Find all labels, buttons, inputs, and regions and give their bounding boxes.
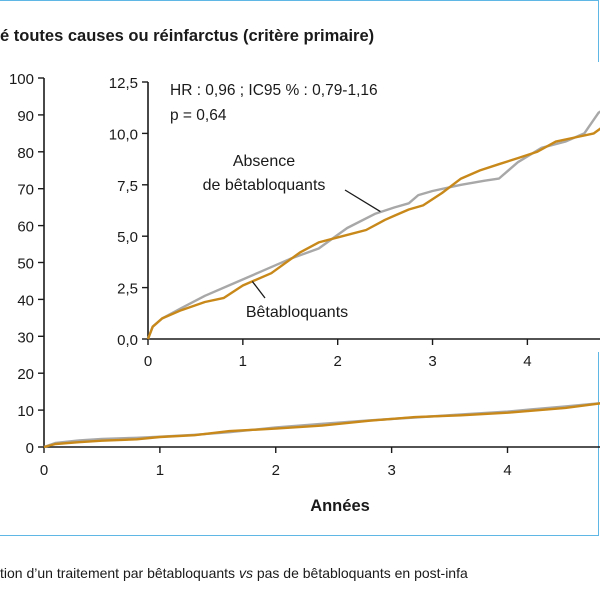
main-series-betabloquants: [43, 402, 600, 449]
main-y-tick-label: 80: [17, 145, 34, 162]
main-x-tick-label: 4: [503, 462, 511, 479]
chart-title: é toutes causes ou réinfarctus (critère …: [0, 27, 375, 45]
main-y-tick-label: 70: [17, 182, 34, 199]
main-y-tick-label: 0: [26, 440, 34, 457]
hr-annotation: HR : 0,96 ; IC95 % : 0,79-1,16: [170, 82, 378, 99]
main-y-tick-label: 90: [17, 108, 34, 125]
inset-x-tick-label: 4: [523, 353, 531, 370]
main-x-tick-label: 1: [156, 462, 164, 479]
inset-y-tick-label: 5,0: [117, 229, 138, 246]
figure-caption: tion d’un traitement par bêtabloquants v…: [0, 565, 600, 581]
inset-x-tick-label: 3: [428, 353, 436, 370]
inset-y-tick-label: 2,5: [117, 281, 138, 298]
main-x-tick-label: 3: [387, 462, 395, 479]
main-y-tick-label: 60: [17, 219, 34, 236]
main-x-tick-label: 0: [40, 462, 48, 479]
inset-x-tick-label: 0: [144, 353, 152, 370]
main-x-tick-label: 2: [272, 462, 280, 479]
caption-text-start: tion d’un traitement par bêtabloquants: [0, 565, 239, 581]
series-label-absence-line1: Absence: [233, 153, 295, 170]
p-value-annotation: p = 0,64: [170, 107, 227, 124]
leader-line-betabloquants: [251, 281, 266, 299]
inset-y-tick-label: 7,5: [117, 178, 138, 195]
leader-line-absence: [344, 189, 381, 213]
main-y-tick-label: 100: [9, 71, 34, 88]
main-y-tick-label: 30: [17, 329, 34, 346]
main-y-tick-label: 20: [17, 366, 34, 383]
x-axis-title: Années: [310, 497, 370, 515]
series-label-betabloquants: Bêtabloquants: [246, 304, 348, 321]
inset-x-tick-label: 2: [334, 353, 342, 370]
main-y-tick-label: 40: [17, 292, 34, 309]
main-y-tick-label: 50: [17, 256, 34, 273]
inset-y-tick-label: 12,5: [109, 75, 138, 92]
main-y-tick-label: 10: [17, 403, 34, 420]
inset-series-betabloquants: [146, 127, 600, 340]
inset-y-tick-label: 0,0: [117, 332, 138, 349]
inset-x-tick-label: 1: [239, 353, 247, 370]
caption-text-end: pas de bêtabloquants en post-infa: [252, 565, 468, 581]
series-label-absence-line2: de bêtabloquants: [203, 177, 326, 194]
inset-y-tick-label: 10,0: [109, 126, 138, 143]
caption-text-italic: vs: [238, 565, 253, 581]
